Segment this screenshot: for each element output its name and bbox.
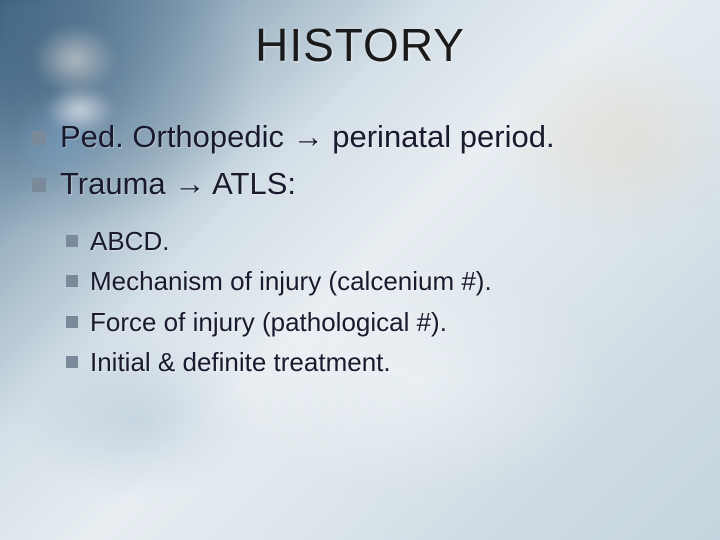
slide-content: HISTORY Ped. Orthopedic → perinatal peri… <box>0 0 720 540</box>
sub-bullet-item: Force of injury (pathological #). <box>62 302 720 342</box>
arrow-icon: → <box>293 119 324 154</box>
sub-bullet-item: ABCD. <box>62 221 720 261</box>
bullet-text-a: Ped. Orthopedic <box>60 119 293 154</box>
sub-bullet-item: Mechanism of injury (calcenium #). <box>62 261 720 301</box>
main-bullet-item: Trauma → ATLS: <box>24 161 720 208</box>
bullet-text-a: Trauma <box>60 166 174 201</box>
slide-title: HISTORY <box>0 18 720 72</box>
bullet-text-b: ATLS: <box>205 166 296 201</box>
main-bullet-list: Ped. Orthopedic → perinatal period. Trau… <box>24 114 720 207</box>
sub-bullet-item: Initial & definite treatment. <box>62 342 720 382</box>
main-bullet-item: Ped. Orthopedic → perinatal period. <box>24 114 720 161</box>
arrow-icon: → <box>174 166 205 201</box>
bullet-text-b: perinatal period. <box>324 119 555 154</box>
sub-bullet-list: ABCD. Mechanism of injury (calcenium #).… <box>62 221 720 382</box>
